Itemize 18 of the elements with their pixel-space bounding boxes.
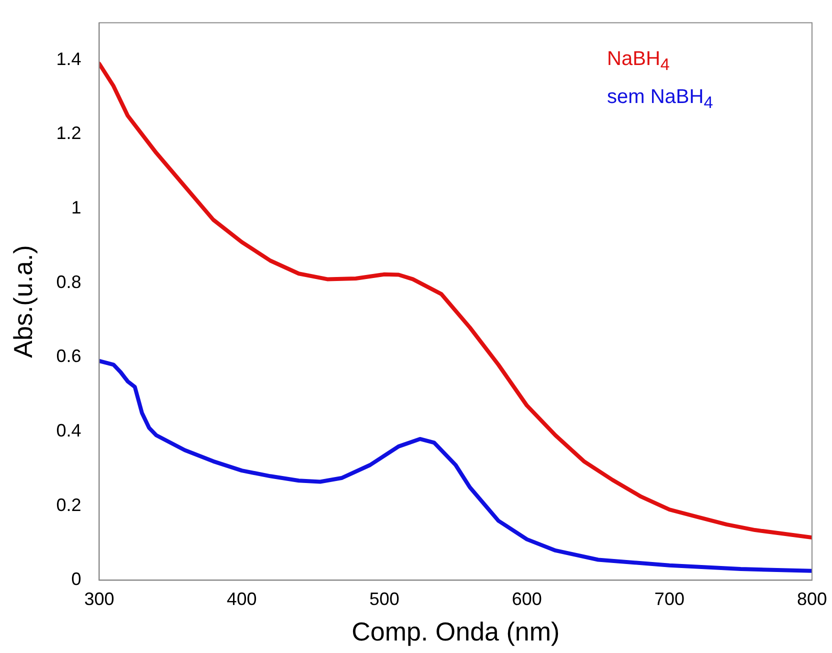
x-tick-label: 800 — [796, 588, 828, 609]
text: sem NaBH$_{4}$ — [607, 84, 713, 114]
y-tick-label: 1.2 — [56, 123, 82, 144]
y-tick-label: 0.4 — [56, 420, 82, 441]
y-tick-label: 0 — [71, 569, 82, 590]
x-tick-label: 300 — [84, 588, 114, 609]
text: NaBH$_{4}$ — [607, 46, 671, 76]
y-tick-label: 0.6 — [56, 346, 82, 366]
x-tick-label: 500 — [369, 588, 400, 609]
y-tick-label: 1 — [71, 198, 82, 218]
x-tick-label: 600 — [512, 588, 542, 609]
x-tick-label: 700 — [654, 588, 684, 609]
y-tick-label: 0.2 — [56, 494, 82, 515]
y-tick-label: 1.4 — [56, 48, 82, 69]
y-tick-label: 0.8 — [56, 272, 82, 292]
x-axis-title: Comp. Onda (nm) — [352, 616, 560, 647]
x-tick-label: 400 — [226, 588, 257, 609]
y-axis-title: Abs.(u.a.) — [8, 245, 38, 358]
